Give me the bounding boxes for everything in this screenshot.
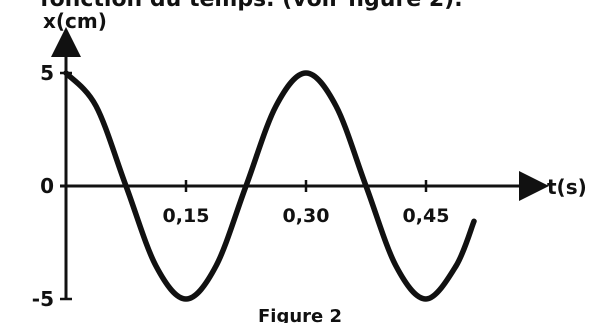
y-tick-label: 0	[40, 174, 54, 198]
y-tick-label: -5	[32, 287, 54, 311]
y-axis-label: x(cm)	[43, 9, 107, 33]
x-tick-label: 0,15	[163, 205, 210, 227]
header-text: fonction du temps. (voir figure 2).	[40, 0, 463, 12]
y-tick-label: 5	[40, 61, 54, 85]
x-axis-label: t(s)	[547, 175, 587, 199]
figure-caption: Figure 2	[258, 306, 342, 323]
x-tick-label: 0,45	[403, 205, 450, 227]
x-tick-label: 0,30	[283, 205, 330, 227]
series-line	[63, 70, 477, 302]
